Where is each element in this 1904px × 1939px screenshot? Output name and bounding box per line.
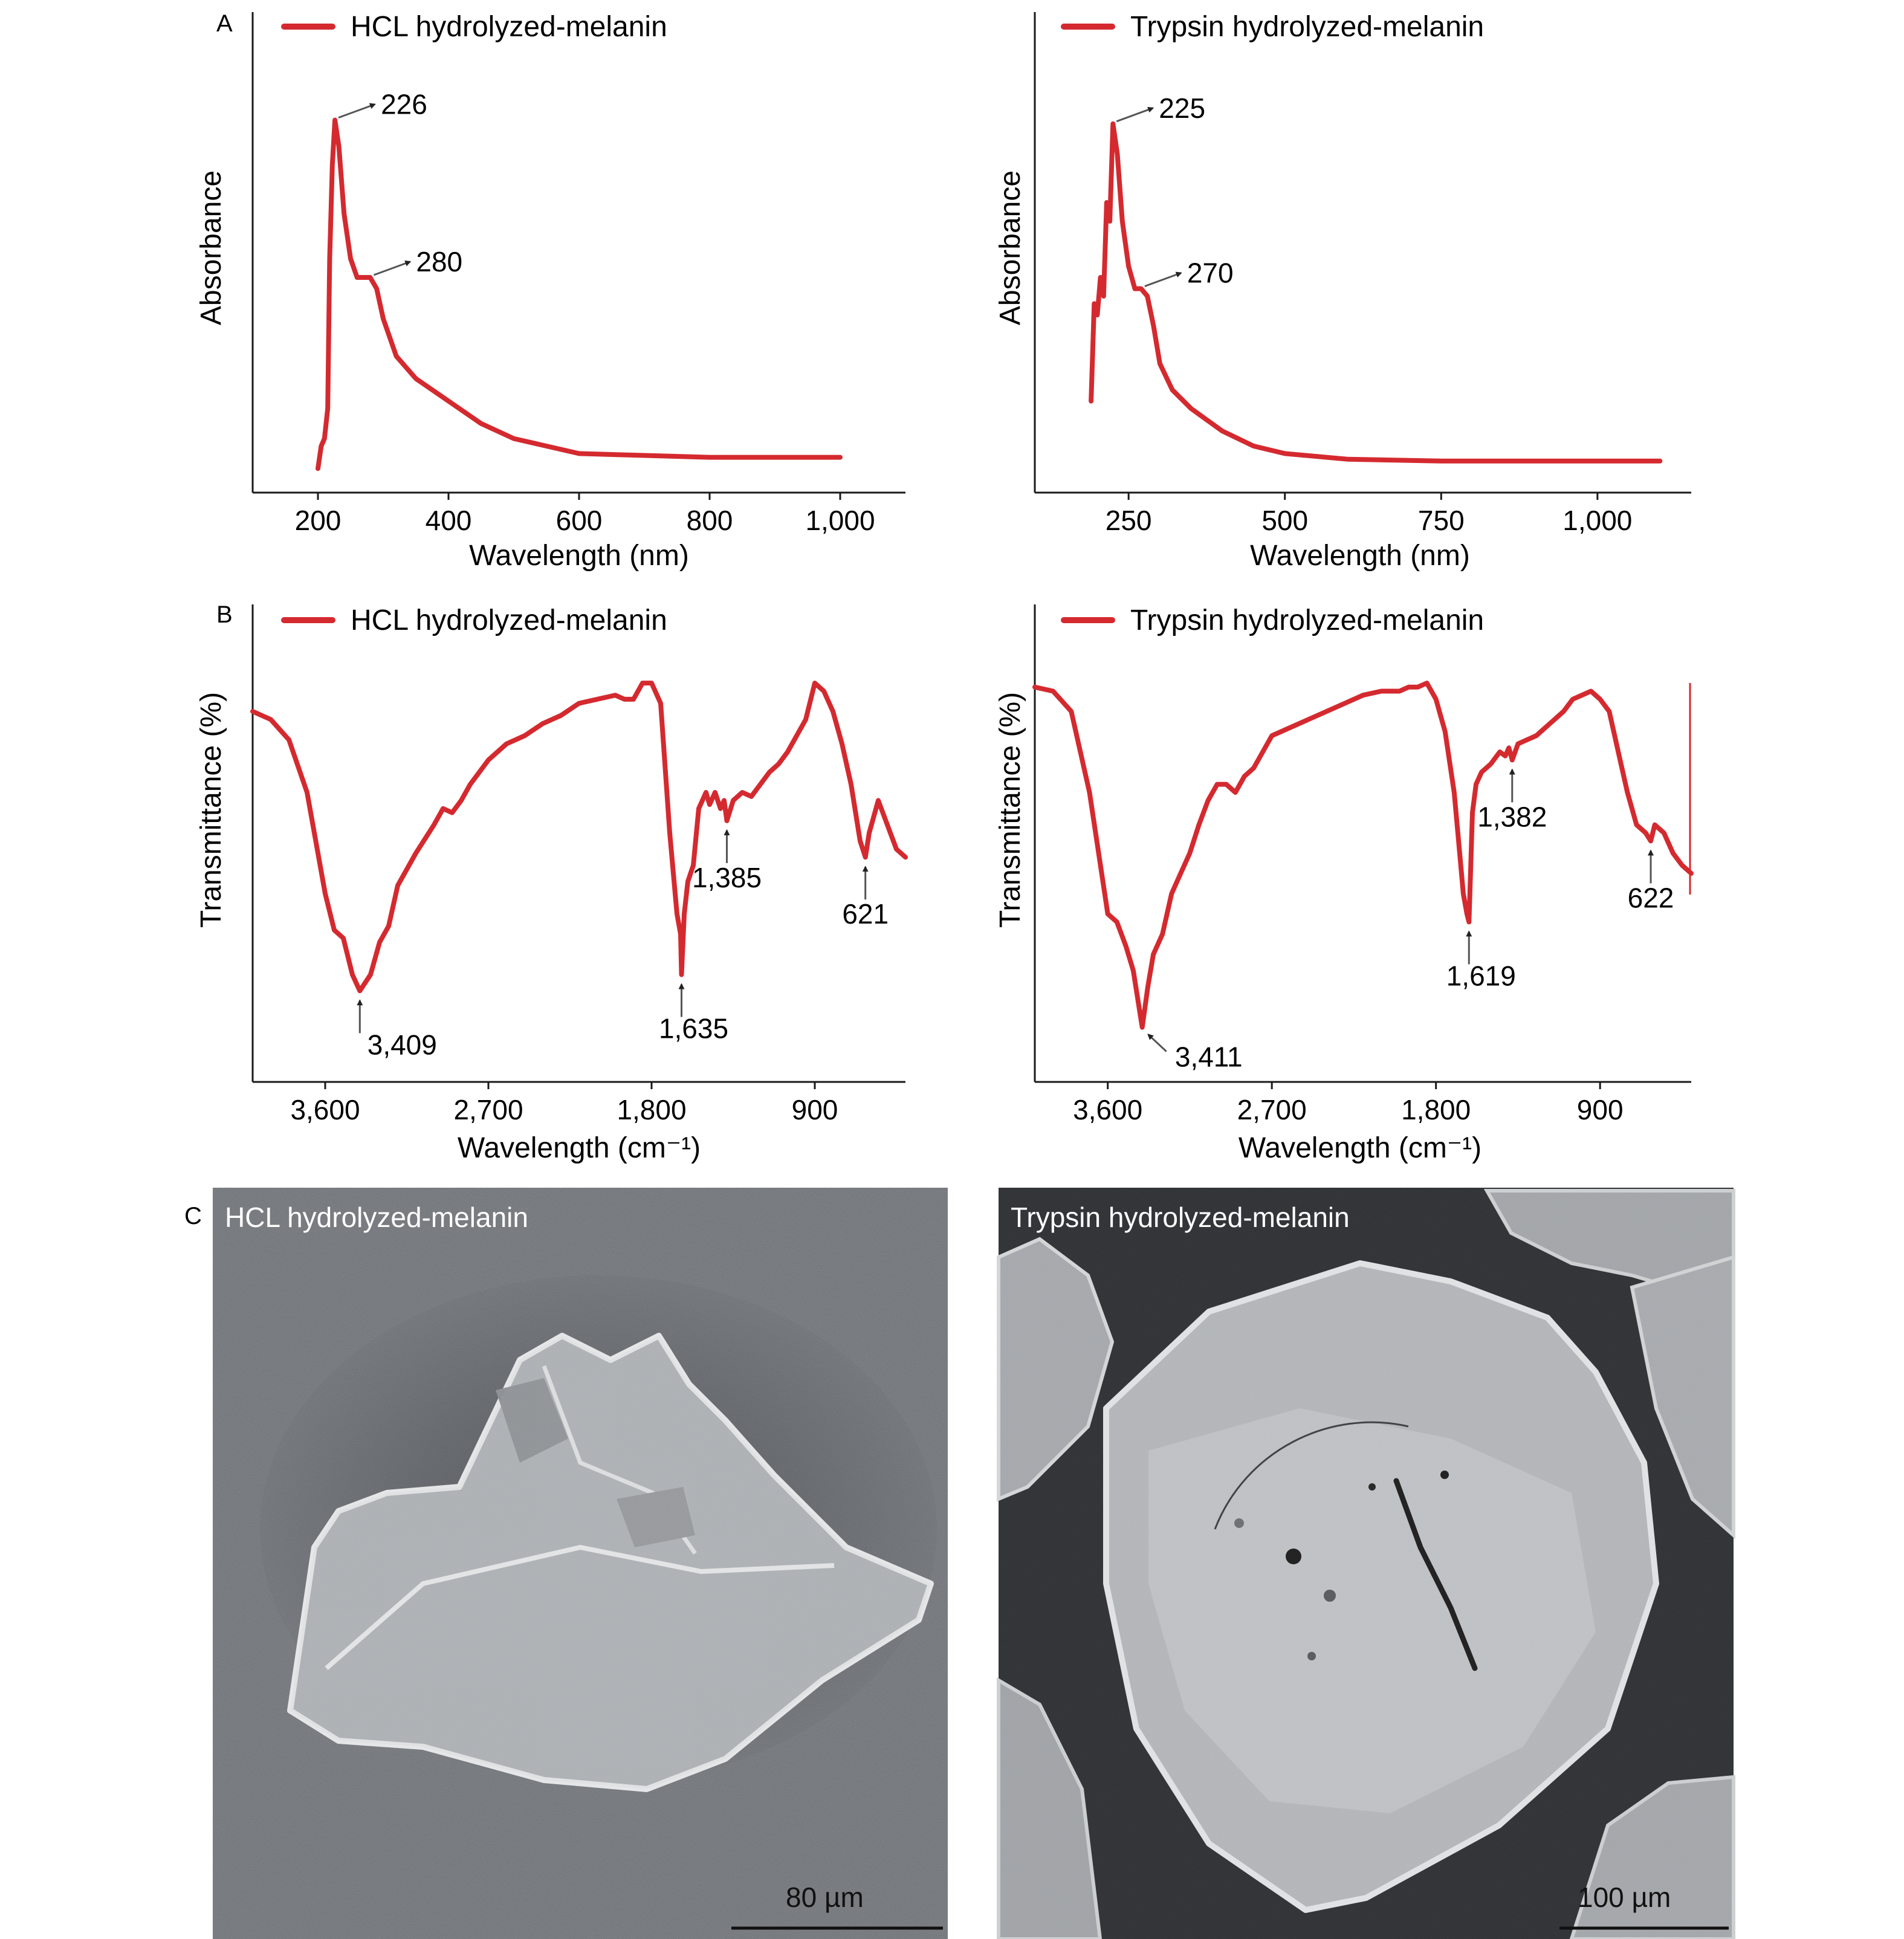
y-axis-title: Transmittance (%) [195,692,227,928]
annotation-arrow [373,261,412,276]
x-tick-label: 800 [687,505,733,536]
annotation-label: 1,635 [659,1013,728,1044]
x-axis-title: Wavelength (cm⁻¹) [458,1132,701,1164]
annotation-label: 1,619 [1446,960,1516,991]
annotation-label: 622 [1628,882,1674,913]
annotation-label: 3,409 [368,1029,437,1060]
sem-label-trypsin: Trypsin hydrolyzed-melanin [1011,1202,1350,1233]
x-tick-label: 1,800 [617,1094,686,1125]
scale-bar-label-trypsin: 100 µm [1578,1882,1671,1913]
annotation-label: 1,382 [1477,801,1547,832]
series-line [1032,681,1694,1030]
legend-label: HCL hydrolyzed-melanin [351,604,667,636]
x-tick-label: 3,600 [1073,1094,1142,1125]
annotation-label: 1,385 [692,862,762,893]
x-tick-label: 900 [1577,1094,1624,1125]
x-axis-title: Wavelength (nm) [469,540,689,572]
x-tick-label: 2,700 [453,1094,523,1125]
sem-label-hcl: HCL hydrolyzed-melanin [225,1202,528,1233]
chart-uv-hcl: 200 400 600 800 1,000 Wavelength (nm) Absorban… [195,11,905,572]
annotation-label: 280 [416,246,462,277]
x-tick-label: 2,700 [1237,1094,1307,1125]
annotation-arrow [338,103,376,119]
y-axis-title: Absorbance [994,170,1026,325]
series-line [1089,121,1663,464]
series-line [250,681,908,994]
x-tick-label: 600 [556,505,603,536]
series-line [316,117,843,471]
panel-letter-b: B [216,601,233,628]
x-tick-label: 3,600 [290,1094,360,1125]
legend-label: HCL hydrolyzed-melanin [351,11,667,43]
x-tick-label: 1,800 [1401,1094,1471,1125]
sem-image-trypsin: Trypsin hydrolyzed-melanin 100 µm [997,1188,1735,1939]
x-tick-label: 200 [295,505,342,536]
x-tick-label: 1,000 [1562,505,1632,536]
legend-label: Trypsin hydrolyzed-melanin [1130,604,1484,636]
annotation-arrow [1116,106,1154,123]
x-tick-label: 900 [792,1094,838,1125]
y-axis-title: Absorbance [195,170,227,325]
chart-ftir-trypsin: 3,600 2,700 1,800 900 Wavelength (cm⁻¹) Trans… [994,604,1694,1164]
annotation-label: 270 [1187,257,1234,289]
chart-ftir-hcl: 3,600 2,700 1,800 900 Wavelength (cm⁻¹) Trans… [195,604,908,1164]
annotation-label: 226 [381,89,427,120]
panel-letter-c: C [184,1203,202,1229]
x-axis-title: Wavelength (nm) [1250,540,1470,572]
chart-uv-trypsin: 250 500 750 1,000 Wavelength (nm) Absorbance T… [994,11,1691,572]
annotation-arrow [1144,271,1182,288]
y-axis-title: Transmittance (%) [994,692,1026,928]
sem-image-hcl: HCL hydrolyzed-melanin 80 µm [213,1188,948,1939]
annotation-label: 3,411 [1175,1041,1243,1073]
panel-letter-a: A [216,10,233,37]
x-tick-label: 400 [426,505,472,536]
annotation-label: 621 [842,898,889,930]
scale-bar-label-hcl: 80 µm [786,1882,864,1913]
x-tick-label: 750 [1418,505,1465,536]
x-tick-label: 250 [1106,505,1152,536]
annotation-arrow [1147,1034,1167,1052]
particle-texture [999,1188,1734,1939]
x-tick-label: 1,000 [805,505,875,536]
legend-label: Trypsin hydrolyzed-melanin [1130,11,1484,43]
x-axis-title: Wavelength (cm⁻¹) [1239,1132,1481,1164]
x-tick-label: 500 [1261,505,1308,536]
annotation-label: 225 [1159,92,1205,124]
